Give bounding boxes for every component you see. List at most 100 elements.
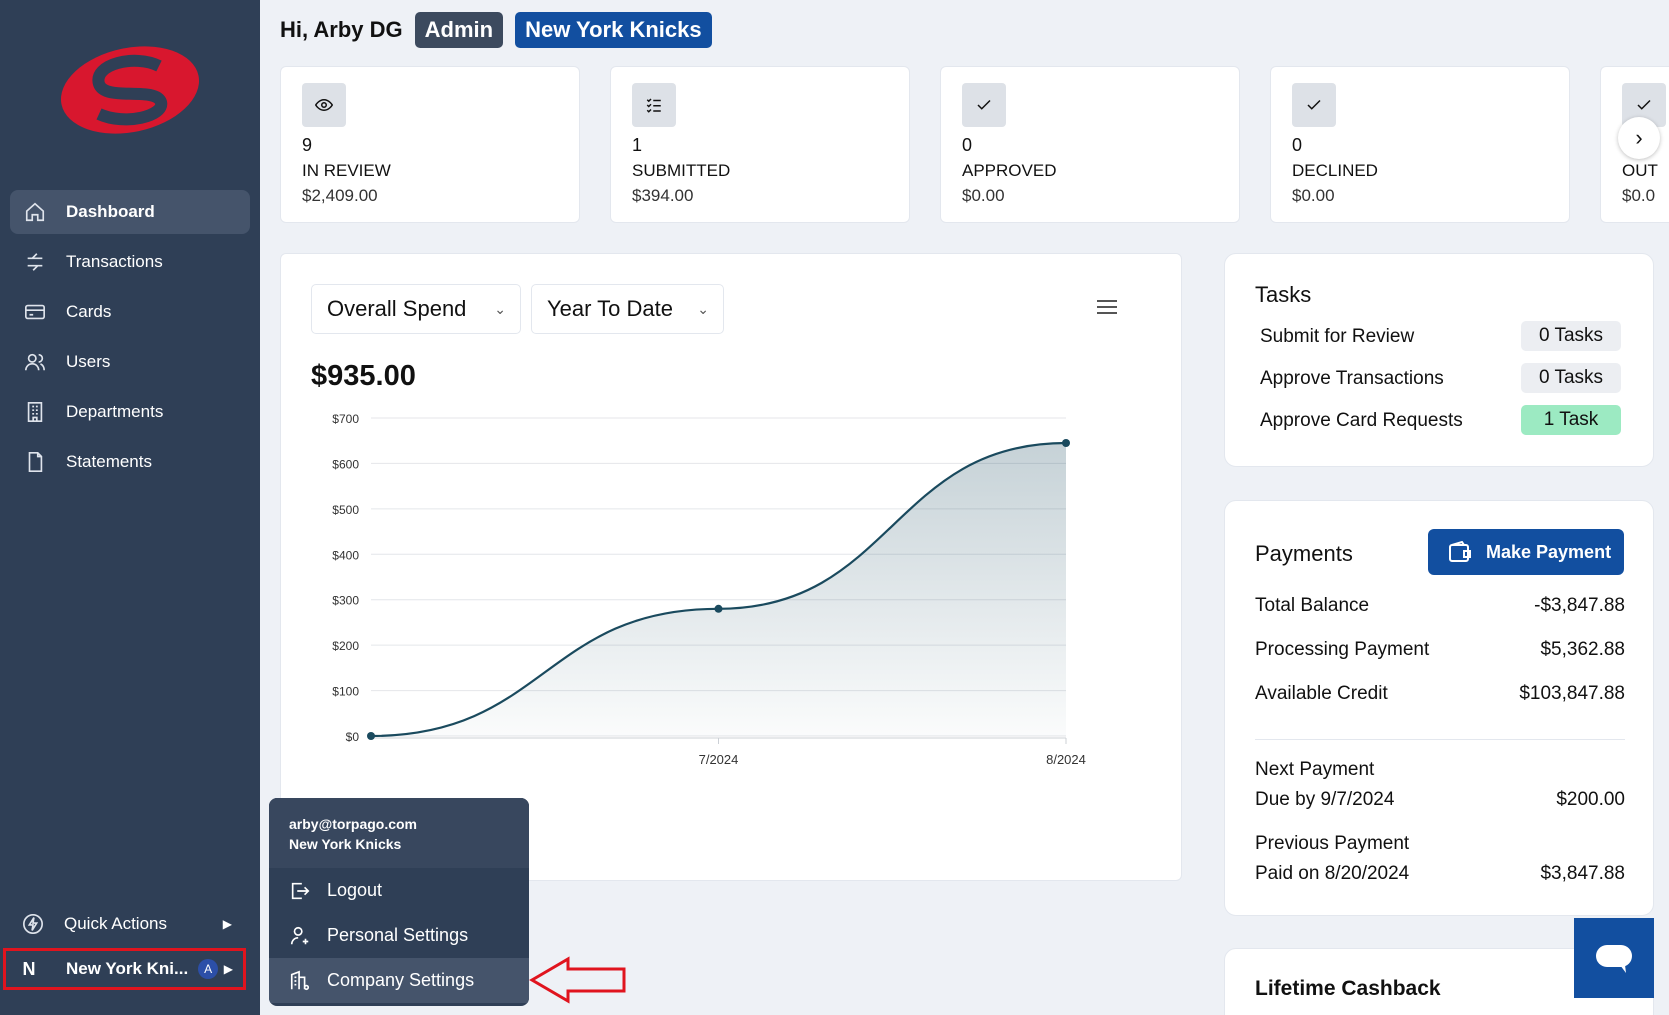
data-point[interactable]: [714, 604, 723, 613]
sidebar-item-label: Cards: [66, 302, 112, 321]
sidebar: Dashboard Transactions Cards Users Depar…: [0, 0, 260, 1015]
stat-label: DECLINED: [1292, 161, 1378, 180]
quick-actions-button[interactable]: Quick Actions ▶: [10, 902, 250, 946]
sidebar-item-label: Statements: [66, 452, 152, 471]
stat-card-declined[interactable]: 0 DECLINED $0.00: [1270, 66, 1570, 223]
chat-launcher-button[interactable]: [1574, 918, 1654, 998]
task-label: Submit for Review: [1260, 326, 1415, 347]
task-row-submit[interactable]: Submit for Review 0 Tasks: [1260, 321, 1621, 351]
sidebar-item-label: Transactions: [66, 252, 163, 271]
stat-card-in-review[interactable]: 9 IN REVIEW $2,409.00: [280, 66, 580, 223]
org-avatar: N: [22, 958, 36, 979]
sidebar-item-dashboard[interactable]: Dashboard: [10, 190, 250, 234]
payment-row: Total Balance -$3,847.88: [1255, 595, 1625, 617]
transfer-icon: [24, 251, 46, 273]
home-icon: [24, 201, 46, 223]
y-tick-label: $100: [332, 685, 359, 699]
stat-label: OUT: [1622, 161, 1658, 180]
chart-total: $935.00: [311, 360, 416, 392]
menu-item-label: Personal Settings: [327, 925, 469, 945]
sidebar-item-statements[interactable]: Statements: [10, 440, 250, 484]
stat-count: 9: [302, 135, 313, 155]
role-badge: A: [198, 959, 219, 979]
data-point[interactable]: [1062, 438, 1070, 447]
divider: [1255, 739, 1625, 740]
tasks-card: Tasks Submit for Review 0 Tasks Approve …: [1224, 253, 1654, 467]
building-icon: [24, 401, 46, 423]
logout-icon: [289, 880, 313, 902]
sidebar-item-cards[interactable]: Cards: [10, 290, 250, 334]
carousel-next-button[interactable]: ›: [1618, 117, 1660, 159]
task-label: Approve Transactions: [1260, 368, 1444, 389]
task-label: Approve Card Requests: [1260, 410, 1463, 431]
payment-label: Processing Payment: [1255, 639, 1430, 660]
lightning-icon: [22, 913, 44, 935]
user-gear-icon: [289, 925, 313, 947]
annotation-arrow: [528, 955, 628, 1010]
stat-card-approved[interactable]: 0 APPROVED $0.00: [940, 66, 1240, 223]
sidebar-item-label: Users: [66, 352, 111, 371]
y-tick-label: $300: [332, 594, 359, 608]
menu-item-label: Logout: [327, 880, 383, 900]
stat-amount: $0.00: [962, 186, 1005, 205]
metric-select[interactable]: Overall Spend ⌄: [311, 284, 521, 334]
account-popup-menu: arby@torpago.com New York Knicks Logout …: [269, 798, 529, 1006]
spend-area-chart: $0 $100 $200 $300 $400 $500 $600 $700 7/2024 8/20…: [332, 412, 1086, 767]
previous-payment-date: Paid on 8/20/2024: [1255, 863, 1410, 884]
eye-icon: [302, 83, 346, 127]
org-switcher[interactable]: N New York Kni... A ▶: [3, 948, 246, 990]
building-gear-icon: [289, 970, 313, 992]
y-tick-label: $600: [332, 457, 359, 471]
period-select[interactable]: Year To Date ⌄: [531, 284, 724, 334]
y-tick-label: $500: [332, 503, 359, 517]
next-payment-due: Due by 9/7/2024: [1255, 789, 1395, 810]
company-logo[interactable]: [55, 40, 205, 145]
sidebar-item-label: Dashboard: [66, 202, 155, 221]
previous-payment-label: Previous Payment: [1255, 833, 1410, 854]
personal-settings-menu-item[interactable]: Personal Settings: [269, 913, 529, 958]
hamburger-icon: [1097, 300, 1117, 314]
make-payment-button[interactable]: Make Payment: [1428, 529, 1624, 575]
chat-icon: [1596, 945, 1632, 973]
task-row-approve-card-requests[interactable]: Approve Card Requests 1 Task: [1260, 405, 1621, 435]
stat-count: 0: [1292, 135, 1303, 155]
chart-menu-button[interactable]: [1096, 299, 1118, 320]
check-icon: [962, 83, 1006, 127]
stat-amount: $0.0: [1622, 186, 1656, 205]
x-tick-label: 7/2024: [699, 752, 739, 767]
next-payment-label: Next Payment: [1255, 759, 1375, 780]
wallet-icon: [1448, 541, 1472, 563]
payment-row: Processing Payment $5,362.88: [1255, 639, 1625, 661]
data-point[interactable]: [367, 732, 375, 740]
sidebar-item-users[interactable]: Users: [10, 340, 250, 384]
quick-actions-label: Quick Actions: [64, 914, 167, 933]
next-payment-row: Due by 9/7/2024 $200.00: [1255, 789, 1625, 811]
popup-org-name: New York Knicks: [289, 836, 402, 852]
payments-card: Payments Make Payment Total Balance -$3,…: [1224, 500, 1654, 916]
company-settings-menu-item[interactable]: Company Settings: [269, 958, 529, 1003]
payments-title: Payments: [1255, 541, 1353, 566]
menu-item-label: Company Settings: [327, 970, 475, 990]
next-payment-value: $200.00: [1556, 789, 1625, 810]
sidebar-item-departments[interactable]: Departments: [10, 390, 250, 434]
users-icon: [24, 351, 46, 373]
stat-label: SUBMITTED: [632, 161, 731, 180]
payment-row: Available Credit $103,847.88: [1255, 683, 1625, 705]
user-email: arby@torpago.com: [289, 816, 418, 832]
sidebar-nav: Dashboard Transactions Cards Users Depar…: [10, 190, 250, 490]
payment-value: -$3,847.88: [1534, 595, 1625, 616]
stat-count: 1: [632, 135, 643, 155]
period-select-value: Year To Date: [547, 296, 673, 321]
cashback-title: Lifetime Cashback: [1255, 977, 1441, 1000]
make-payment-label: Make Payment: [1486, 541, 1612, 562]
task-row-approve-transactions[interactable]: Approve Transactions 0 Tasks: [1260, 363, 1621, 393]
payment-value: $5,362.88: [1540, 639, 1625, 660]
logout-menu-item[interactable]: Logout: [269, 868, 529, 913]
chevron-down-icon: ⌄: [494, 300, 506, 317]
caret-right-icon: ▶: [223, 962, 233, 976]
sidebar-item-transactions[interactable]: Transactions: [10, 240, 250, 284]
stat-card-submitted[interactable]: 1 SUBMITTED $394.00: [610, 66, 910, 223]
check-icon: [1292, 83, 1336, 127]
task-count-pill: 1 Task: [1521, 405, 1621, 435]
spend-chart-card: Overall Spend ⌄ Year To Date ⌄ $935.00 $…: [280, 253, 1182, 881]
